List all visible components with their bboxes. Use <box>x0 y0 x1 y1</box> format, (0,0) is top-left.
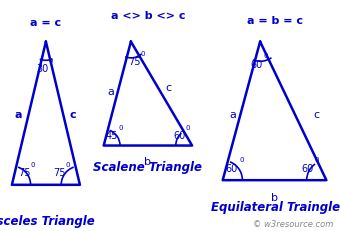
Text: 0: 0 <box>66 162 70 168</box>
Text: © w3resource.com: © w3resource.com <box>253 220 333 229</box>
Text: a = c: a = c <box>30 18 62 28</box>
Text: 60: 60 <box>226 164 238 174</box>
Text: Equilateral Traingle: Equilateral Traingle <box>211 201 340 214</box>
Text: 30: 30 <box>36 64 49 74</box>
Text: 0: 0 <box>140 51 145 57</box>
Text: Isosceles Triangle: Isosceles Triangle <box>0 215 95 228</box>
Text: 0: 0 <box>49 58 53 64</box>
Text: 75: 75 <box>128 57 140 67</box>
Text: 0: 0 <box>31 162 35 168</box>
Text: a = b = c: a = b = c <box>248 16 303 26</box>
Text: 75: 75 <box>18 168 31 178</box>
Text: 0: 0 <box>118 125 123 131</box>
Text: a: a <box>107 87 114 97</box>
Text: 60: 60 <box>302 164 314 174</box>
Text: Scalene Triangle: Scalene Triangle <box>94 161 202 174</box>
Text: b: b <box>144 157 151 167</box>
Text: a <> b <> c: a <> b <> c <box>110 11 185 21</box>
Text: 45: 45 <box>106 131 118 141</box>
Text: 60: 60 <box>173 131 186 141</box>
Text: c: c <box>313 110 319 121</box>
Text: 0: 0 <box>264 53 269 59</box>
Text: a: a <box>15 110 22 121</box>
Text: 75: 75 <box>53 168 66 178</box>
Text: 0: 0 <box>315 157 320 163</box>
Text: 0: 0 <box>186 125 190 131</box>
Text: b: b <box>271 192 278 203</box>
Text: a: a <box>230 110 236 121</box>
Text: 60: 60 <box>251 60 263 70</box>
Text: 0: 0 <box>239 157 244 163</box>
Text: c: c <box>165 83 171 93</box>
Text: c: c <box>70 110 77 121</box>
